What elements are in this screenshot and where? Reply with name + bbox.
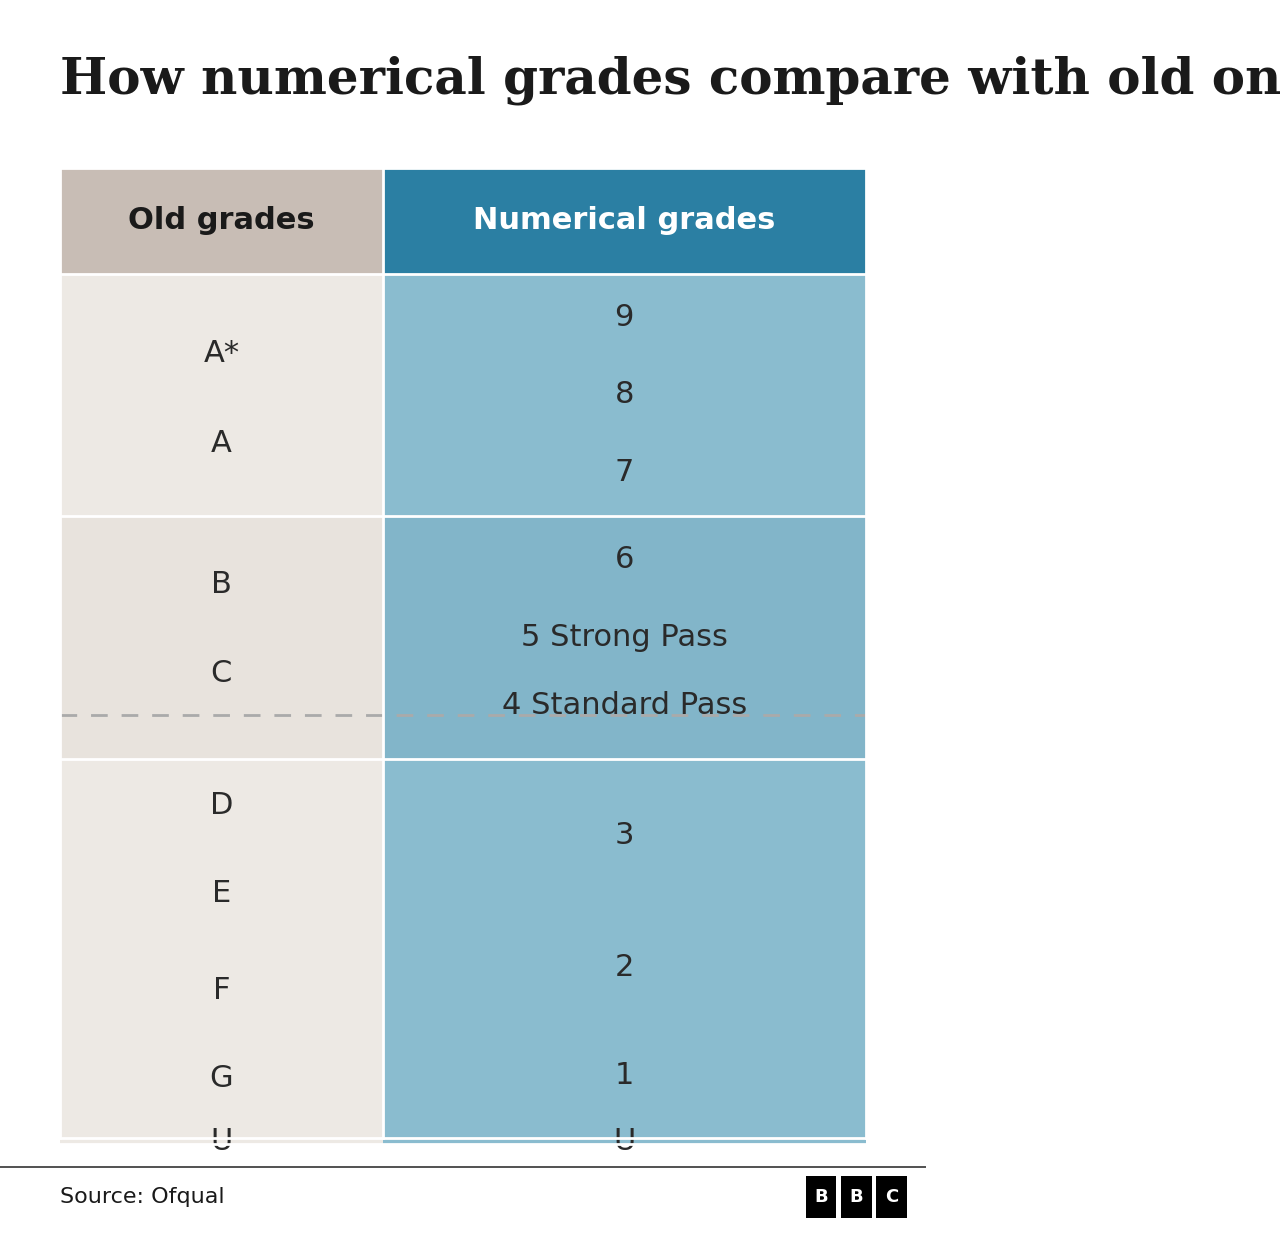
Text: 3: 3 — [614, 821, 634, 851]
Text: A*: A* — [204, 340, 239, 368]
Text: C: C — [211, 659, 232, 688]
Text: U: U — [210, 1127, 233, 1156]
FancyBboxPatch shape — [383, 274, 867, 516]
Text: 6: 6 — [614, 545, 634, 575]
Text: A: A — [211, 429, 232, 458]
FancyBboxPatch shape — [383, 516, 867, 759]
FancyBboxPatch shape — [60, 1138, 383, 1144]
FancyBboxPatch shape — [806, 1176, 836, 1218]
Text: C: C — [884, 1188, 899, 1205]
FancyBboxPatch shape — [60, 274, 383, 516]
Text: D: D — [210, 791, 233, 820]
FancyBboxPatch shape — [383, 1138, 867, 1144]
FancyBboxPatch shape — [841, 1176, 872, 1218]
Text: 7: 7 — [614, 458, 634, 488]
Text: Old grades: Old grades — [128, 207, 315, 235]
Text: B: B — [211, 570, 232, 598]
Text: How numerical grades compare with old ones: How numerical grades compare with old on… — [60, 56, 1280, 106]
Text: U: U — [613, 1127, 635, 1156]
FancyBboxPatch shape — [60, 516, 383, 759]
Text: Numerical grades: Numerical grades — [474, 207, 776, 235]
Text: 1: 1 — [614, 1061, 634, 1090]
Text: E: E — [211, 880, 230, 908]
FancyBboxPatch shape — [383, 168, 867, 274]
Text: G: G — [210, 1065, 233, 1093]
Text: Source: Ofqual: Source: Ofqual — [60, 1187, 225, 1207]
Text: 8: 8 — [614, 381, 634, 409]
FancyBboxPatch shape — [877, 1176, 906, 1218]
Text: 2: 2 — [614, 953, 634, 982]
Text: B: B — [850, 1188, 863, 1205]
FancyBboxPatch shape — [383, 759, 867, 1144]
Text: 9: 9 — [614, 302, 634, 332]
Text: F: F — [212, 975, 230, 1005]
FancyBboxPatch shape — [60, 759, 383, 1144]
Text: 4 Standard Pass: 4 Standard Pass — [502, 690, 748, 720]
Text: 5 Strong Pass: 5 Strong Pass — [521, 623, 728, 652]
Text: B: B — [814, 1188, 828, 1205]
FancyBboxPatch shape — [60, 168, 383, 274]
